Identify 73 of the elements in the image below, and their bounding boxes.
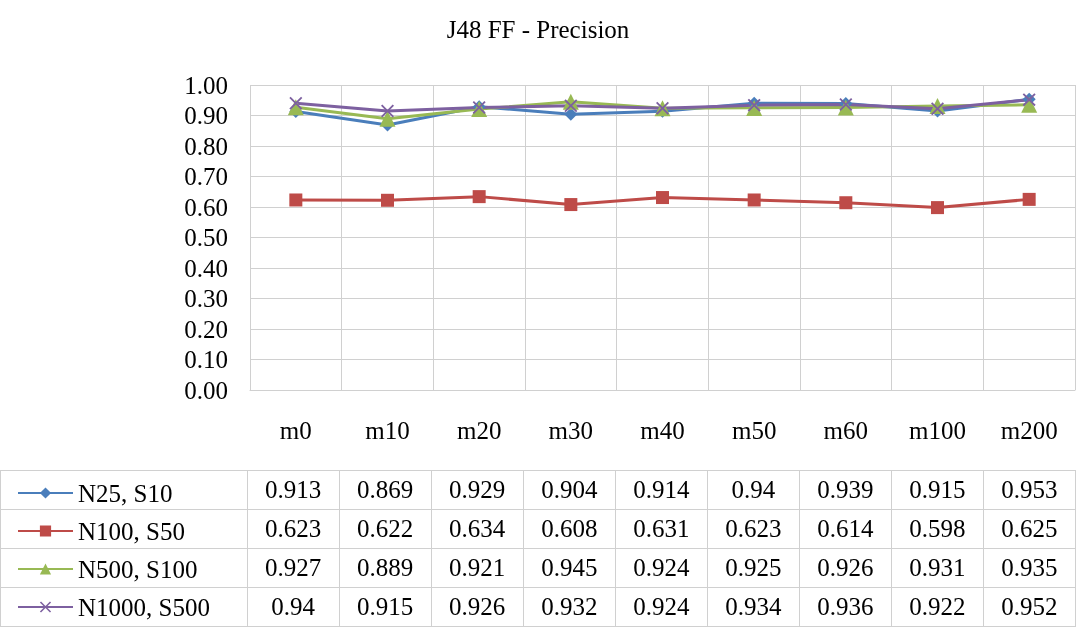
point [839, 196, 853, 210]
data-label: 0.614 [799, 509, 892, 549]
point [381, 193, 394, 207]
y-tick-label: 0.20 [184, 315, 228, 343]
chart-title: J48 FF - Precision [446, 16, 630, 43]
data-label: 0.952 [983, 587, 1076, 627]
point [564, 107, 578, 121]
point [1022, 192, 1036, 206]
data-label: 0.889 [339, 548, 432, 588]
data-label: 0.608 [523, 509, 616, 549]
data-label: 0.927 [247, 548, 340, 588]
data-label: 0.634 [431, 509, 524, 549]
x-tick-label: m40 [640, 417, 685, 444]
x-tick-label: m0 [279, 417, 312, 444]
point [472, 190, 486, 204]
data-label: 0.945 [523, 548, 616, 588]
data-label: 0.936 [799, 587, 892, 627]
y-tick-label: 0.40 [184, 254, 228, 282]
data-label: 0.625 [983, 509, 1076, 549]
data-label: 0.953 [983, 470, 1076, 510]
data-label: 0.913 [247, 470, 340, 510]
y-tick-label: 0.00 [184, 376, 228, 404]
legend-label: N25, S10 [78, 479, 173, 507]
data-label: 0.924 [615, 587, 708, 627]
y-tick-label: 0.10 [184, 346, 228, 373]
data-label: 0.934 [707, 587, 800, 627]
data-label: 0.931 [891, 548, 984, 588]
point [656, 191, 669, 205]
x-tick-label: m60 [823, 417, 869, 444]
legend-label: N500, S100 [78, 555, 198, 583]
data-label: 0.935 [983, 548, 1076, 588]
data-label: 0.598 [891, 509, 984, 549]
data-label: 0.939 [799, 470, 892, 510]
y-tick-label: 0.70 [184, 163, 228, 190]
data-label: 0.869 [339, 470, 432, 510]
point [747, 193, 761, 207]
y-tick-label: 0.50 [184, 224, 228, 251]
data-label: 0.623 [707, 509, 800, 549]
point [564, 198, 578, 212]
legend-label: N1000, S500 [78, 593, 210, 621]
legend-label: N100, S50 [78, 517, 185, 545]
y-tick-label: 0.60 [184, 193, 228, 221]
data-label: 0.914 [615, 470, 708, 510]
data-label: 0.925 [707, 548, 800, 588]
data-label: 0.623 [247, 509, 340, 549]
point [931, 201, 944, 215]
data-label: 0.926 [799, 548, 892, 588]
data-label: 0.94 [707, 470, 800, 510]
point [564, 99, 578, 113]
y-tick-label: 1.00 [184, 71, 228, 99]
data-label: 0.915 [891, 470, 984, 510]
data-label: 0.924 [615, 548, 708, 588]
data-label: 0.631 [615, 509, 708, 549]
data-label: 0.904 [523, 470, 616, 510]
y-tick-label: 0.90 [184, 102, 228, 129]
x-tick-label: m30 [548, 417, 594, 444]
data-label: 0.929 [431, 470, 524, 510]
y-tick-label: 0.80 [184, 132, 228, 160]
data-label: 0.622 [339, 509, 432, 549]
data-label: 0.922 [891, 587, 984, 627]
x-tick-label: m20 [456, 417, 502, 444]
x-tick-label: m200 [1000, 417, 1058, 444]
point [289, 193, 303, 207]
data-label: 0.915 [339, 587, 432, 627]
data-label: 0.932 [523, 587, 616, 627]
x-tick-label: m50 [731, 417, 777, 444]
x-tick-label: m10 [365, 417, 410, 444]
data-label: 0.921 [431, 548, 524, 588]
data-label: 0.926 [431, 587, 524, 627]
point [379, 110, 396, 127]
data-label: 0.94 [247, 587, 340, 627]
y-tick-label: 0.30 [184, 285, 228, 312]
x-tick-label: m100 [909, 417, 966, 444]
